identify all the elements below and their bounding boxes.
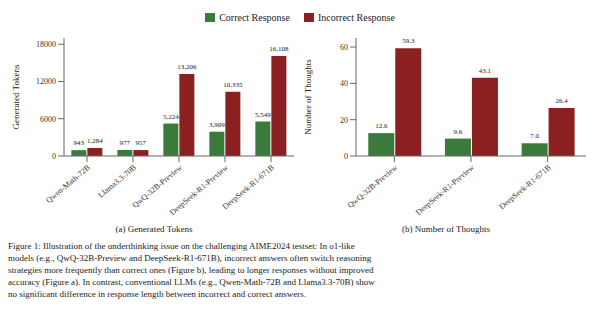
svg-text:977: 977 <box>120 139 131 147</box>
svg-text:12.6: 12.6 <box>375 122 388 130</box>
svg-text:QwQ-32B-Preview: QwQ-32B-Preview <box>130 163 184 210</box>
svg-text:7.0: 7.0 <box>530 132 539 140</box>
svg-text:Qwen-Math-72B: Qwen-Math-72B <box>44 163 92 205</box>
svg-text:5,224: 5,224 <box>163 113 179 121</box>
svg-text:DeepSeek-R1-Preview: DeepSeek-R1-Preview <box>168 163 230 217</box>
html-text:strategies more frequently tha: strategies more frequently than correct … <box>8 265 374 275</box>
svg-text:60: 60 <box>340 43 348 52</box>
svg-text:10,335: 10,335 <box>223 81 243 89</box>
svg-text:Llama3.3-70B: Llama3.3-70B <box>97 163 138 200</box>
html-text:(a) Generated Tokens: (a) Generated Tokens <box>115 224 193 234</box>
html-text:(b) Number of Thoughts: (b) Number of Thoughts <box>402 224 490 234</box>
html-text:Correct Response: Correct Response <box>219 11 290 23</box>
svg-text:40: 40 <box>340 79 348 88</box>
html-text:no significant difference in r: no significant difference in response le… <box>8 289 306 299</box>
svg-text:DeepSeek-R1-Preview: DeepSeek-R1-Preview <box>414 163 476 217</box>
svg-text:9.6: 9.6 <box>454 128 463 136</box>
svg-text:13,206: 13,206 <box>177 63 197 71</box>
html-text:accuracy (Figure a). In contra: accuracy (Figure a). In contrast, conven… <box>8 277 375 287</box>
svg-text:43.1: 43.1 <box>479 67 492 75</box>
svg-text:6000: 6000 <box>40 115 56 124</box>
svg-text:3,909: 3,909 <box>209 121 225 129</box>
html-text:Figure 1: Illustration of the: Figure 1: Illustration of the underthink… <box>8 241 355 251</box>
svg-text:1,284: 1,284 <box>87 137 103 145</box>
svg-text:5,549: 5,549 <box>255 111 271 119</box>
svg-text:12000: 12000 <box>36 77 56 86</box>
svg-text:DeepSeek-R1-671B: DeepSeek-R1-671B <box>497 163 552 211</box>
svg-text:QwQ-32B-Preview: QwQ-32B-Preview <box>346 163 400 210</box>
svg-text:943: 943 <box>74 139 85 147</box>
html-text:Incorrect Response: Incorrect Response <box>318 11 395 23</box>
svg-text:16,108: 16,108 <box>269 45 289 53</box>
svg-text:18000: 18000 <box>36 40 56 49</box>
svg-text:59.3: 59.3 <box>402 37 415 45</box>
svg-text:Generated Tokens: Generated Tokens <box>11 64 21 129</box>
html-text:models (e.g., QwQ-32B-Preview: models (e.g., QwQ-32B-Preview and DeepSe… <box>8 253 372 263</box>
svg-text:957: 957 <box>136 139 147 147</box>
svg-text:0: 0 <box>52 152 56 161</box>
svg-text:DeepSeek-R1-671B: DeepSeek-R1-671B <box>221 163 276 211</box>
svg-text:0: 0 <box>344 152 348 161</box>
svg-text:Number of Thoughts: Number of Thoughts <box>303 59 313 135</box>
svg-text:20: 20 <box>340 116 348 125</box>
svg-text:26.4: 26.4 <box>555 97 568 105</box>
